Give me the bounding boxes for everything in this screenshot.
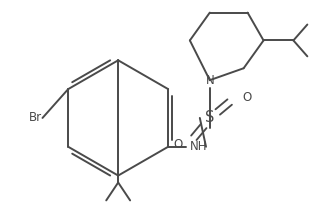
- Text: S: S: [205, 111, 215, 125]
- Text: NH: NH: [190, 140, 208, 153]
- Text: N: N: [205, 74, 214, 87]
- Text: O: O: [174, 138, 183, 151]
- Text: O: O: [243, 91, 252, 104]
- Text: Br: Br: [29, 111, 42, 124]
